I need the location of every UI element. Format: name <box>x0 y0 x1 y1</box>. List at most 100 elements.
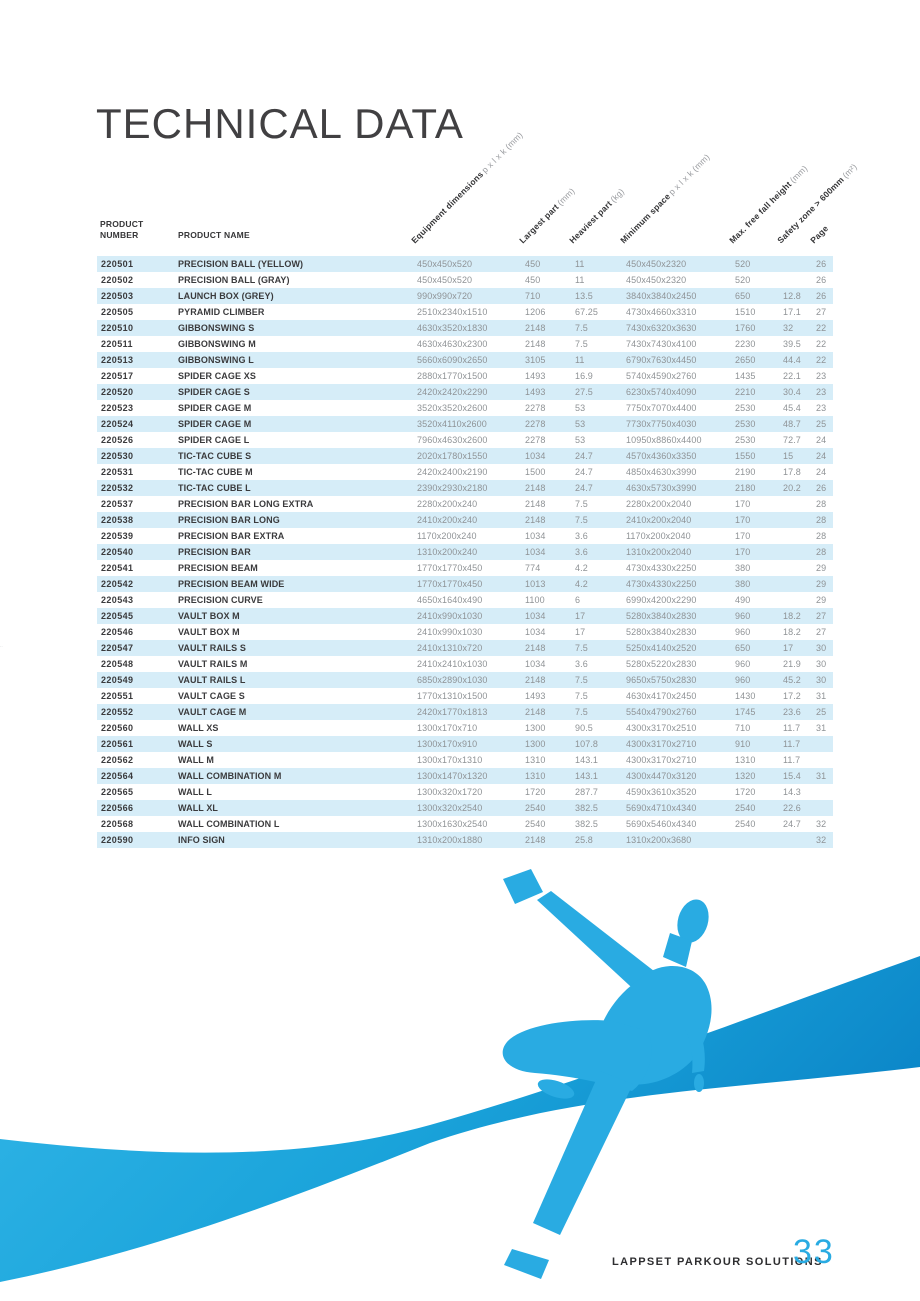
cell-minimum-space: 5690x5460x4340 <box>626 819 697 829</box>
cell-safety-zone: 30.4 <box>783 387 801 397</box>
table-row: 220520 SPIDER CAGE S 2420x2420x2290 1493… <box>97 384 833 400</box>
cell-product-number: 220503 <box>101 291 134 301</box>
cell-equipment-dimensions: 1300x1630x2540 <box>417 819 488 829</box>
cell-max-free-fall-height: 490 <box>735 595 751 605</box>
cell-equipment-dimensions: 1770x1310x1500 <box>417 691 488 701</box>
cell-largest-part: 1720 <box>525 787 546 797</box>
cell-safety-zone: 21.9 <box>783 659 801 669</box>
cell-heaviest-part: 7.5 <box>575 675 588 685</box>
cell-max-free-fall-height: 2180 <box>735 483 756 493</box>
column-header-unit: (mm) <box>787 163 810 185</box>
figure-arm-raised <box>537 891 663 998</box>
cell-product-name: TIC-TAC CUBE S <box>178 451 252 461</box>
cell-max-free-fall-height: 2190 <box>735 467 756 477</box>
cell-minimum-space: 6790x7630x4450 <box>626 355 697 365</box>
table-row: 220543 PRECISION CURVE 4650x1640x490 110… <box>97 592 833 608</box>
cell-product-name: TIC-TAC CUBE L <box>178 483 251 493</box>
cell-minimum-space: 5280x3840x2830 <box>626 611 697 621</box>
table-row: 220590 INFO SIGN 1310x200x1880 2148 25.8… <box>97 832 833 848</box>
column-header-unit: (mm) <box>555 185 577 208</box>
cell-minimum-space: 6230x5740x4090 <box>626 387 697 397</box>
cell-product-name: GIBBONSWING L <box>178 355 254 365</box>
cell-product-name: VAULT RAILS L <box>178 675 246 685</box>
cell-max-free-fall-height: 960 <box>735 659 751 669</box>
cell-largest-part: 450 <box>525 259 541 269</box>
cell-largest-part: 710 <box>525 291 541 301</box>
cell-minimum-space: 4730x4330x2250 <box>626 563 697 573</box>
cell-product-number: 220510 <box>101 323 134 333</box>
cell-minimum-space: 4730x4330x2250 <box>626 579 697 589</box>
cell-equipment-dimensions: 450x450x520 <box>417 259 473 269</box>
figure-bent-leg <box>502 1020 652 1091</box>
cell-product-number: 220568 <box>101 819 134 829</box>
cell-product-number: 220537 <box>101 499 134 509</box>
cell-largest-part: 2148 <box>525 339 546 349</box>
cell-heaviest-part: 107.8 <box>575 739 599 749</box>
footer-brand: LAPPSET PARKOUR SOLUTIONS <box>612 1256 823 1268</box>
column-header-page: Page <box>808 222 832 246</box>
column-header-unit: (kg) <box>608 186 627 205</box>
cell-page-ref: 23 <box>816 403 827 413</box>
cell-minimum-space: 10950x8860x4400 <box>626 435 702 445</box>
table-row: 220539 PRECISION BAR EXTRA 1170x200x240 … <box>97 528 833 544</box>
column-header-unit: p x l x k (mm) <box>666 151 712 197</box>
cell-heaviest-part: 6 <box>575 595 581 605</box>
cell-minimum-space: 7430x7430x4100 <box>626 339 697 349</box>
cell-heaviest-part: 382.5 <box>575 819 599 829</box>
cell-product-number: 220501 <box>101 259 134 269</box>
cell-equipment-dimensions: 2510x2340x1510 <box>417 307 488 317</box>
cell-heaviest-part: 13.5 <box>575 291 593 301</box>
wave-ribbon <box>0 956 920 1282</box>
figure-neck <box>663 933 692 967</box>
cell-equipment-dimensions: 2280x200x240 <box>417 499 478 509</box>
cell-product-number: 220552 <box>101 707 134 717</box>
cell-max-free-fall-height: 520 <box>735 259 751 269</box>
cell-safety-zone: 48.7 <box>783 419 801 429</box>
figure-leg-extended <box>533 1071 633 1235</box>
cell-equipment-dimensions: 2410x200x240 <box>417 515 478 525</box>
cell-safety-zone: 32 <box>783 323 794 333</box>
cell-heaviest-part: 7.5 <box>575 643 588 653</box>
cell-heaviest-part: 7.5 <box>575 339 588 349</box>
cell-largest-part: 2148 <box>525 483 546 493</box>
cell-product-number: 220542 <box>101 579 134 589</box>
cell-equipment-dimensions: 1170x200x240 <box>417 531 477 541</box>
cell-page-ref: 29 <box>816 579 827 589</box>
cell-max-free-fall-height: 650 <box>735 291 751 301</box>
column-header-unit: p x l x k (mm) <box>479 129 525 175</box>
cell-equipment-dimensions: 2420x1770x1813 <box>417 707 488 717</box>
cell-heaviest-part: 3.6 <box>575 659 588 669</box>
cell-heaviest-part: 7.5 <box>575 707 588 717</box>
cell-equipment-dimensions: 1770x1770x450 <box>417 579 483 589</box>
cell-page-ref: 28 <box>816 515 827 525</box>
cell-page-ref: 24 <box>816 435 827 445</box>
cell-page-ref: 31 <box>816 723 827 733</box>
cell-heaviest-part: 7.5 <box>575 691 588 701</box>
cell-max-free-fall-height: 2530 <box>735 419 756 429</box>
cell-minimum-space: 450x450x2320 <box>626 275 687 285</box>
cell-minimum-space: 4850x4630x3990 <box>626 467 697 477</box>
cell-minimum-space: 5250x4140x2520 <box>626 643 697 653</box>
cell-max-free-fall-height: 2530 <box>735 403 756 413</box>
cell-page-ref: 26 <box>816 483 827 493</box>
cell-product-name: PRECISION BEAM WIDE <box>178 579 285 589</box>
cell-safety-zone: 11.7 <box>783 755 801 765</box>
parkour-figure-silhouette <box>502 869 712 1279</box>
cell-minimum-space: 9650x5750x2830 <box>626 675 697 685</box>
cell-minimum-space: 1170x200x2040 <box>626 531 691 541</box>
cell-product-name: TIC-TAC CUBE M <box>178 467 253 477</box>
cell-minimum-space: 1310x200x2040 <box>626 547 692 557</box>
table-row: 220538 PRECISION BAR LONG 2410x200x240 2… <box>97 512 833 528</box>
cell-equipment-dimensions: 1300x170x710 <box>417 723 478 733</box>
cell-heaviest-part: 16.9 <box>575 371 593 381</box>
cell-minimum-space: 4300x3170x2710 <box>626 739 697 749</box>
cell-heaviest-part: 7.5 <box>575 515 588 525</box>
cell-max-free-fall-height: 380 <box>735 563 751 573</box>
cell-largest-part: 2148 <box>525 499 546 509</box>
table-row: 220503 LAUNCH BOX (GREY) 990x990x720 710… <box>97 288 833 304</box>
cell-page-ref: 24 <box>816 467 827 477</box>
cell-product-number: 220590 <box>101 835 134 845</box>
cell-product-name: PRECISION BAR EXTRA <box>178 531 285 541</box>
table-row: 220562 WALL M 1300x170x1310 1310 143.1 4… <box>97 752 833 768</box>
cell-page-ref: 27 <box>816 611 827 621</box>
